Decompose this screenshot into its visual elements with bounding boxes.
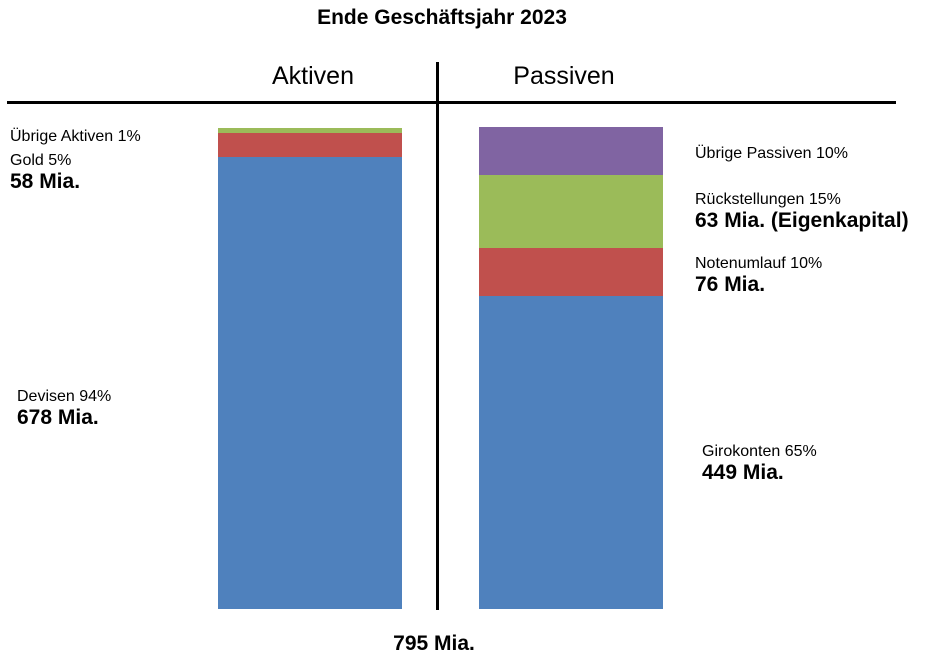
label-gold-amount: 58 Mia. <box>10 170 81 194</box>
bar-segment-rueckstellungen <box>479 175 663 248</box>
aktiven-header: Aktiven <box>272 62 354 90</box>
header-divider-line <box>7 101 896 104</box>
label-uebrige-aktiven: Übrige Aktiven 1% <box>10 128 141 146</box>
label-uebrige-passiven: Übrige Passiven 10% <box>695 145 848 163</box>
bar-segment-uebrige-passiven <box>479 127 663 176</box>
label-girokonten: Girokonten 65% 449 Mia. <box>702 443 817 486</box>
passiven-bar <box>479 127 663 609</box>
bar-segment-gold <box>218 132 402 157</box>
label-devisen-amount: 678 Mia. <box>17 406 99 430</box>
label-uebrige-passiven-text: Übrige Passiven 10% <box>695 145 848 162</box>
bar-segment-devisen <box>218 156 402 609</box>
center-divider-line <box>436 62 439 610</box>
label-rueckstellungen-amount: 63 Mia. (Eigenkapital) <box>695 209 909 233</box>
label-notenumlauf: Notenumlauf 10% 76 Mia. <box>695 255 822 298</box>
label-rueckstellungen: Rückstellungen 15% 63 Mia. (Eigenkapital… <box>695 191 909 234</box>
bar-segment-uebrige-aktiven <box>218 128 402 133</box>
label-girokonten-amount: 449 Mia. <box>702 461 784 485</box>
aktiven-bar <box>218 128 402 609</box>
label-girokonten-text: Girokonten 65% <box>702 443 817 460</box>
chart-title: Ende Geschäftsjahr 2023 <box>317 6 567 29</box>
label-devisen: Devisen 94% 678 Mia. <box>17 388 111 431</box>
label-notenumlauf-text: Notenumlauf 10% <box>695 255 823 272</box>
label-devisen-text: Devisen 94% <box>17 388 112 405</box>
label-uebrige-aktiven-text: Übrige Aktiven 1% <box>10 128 141 145</box>
label-rueckstellungen-text: Rückstellungen 15% <box>695 191 841 208</box>
passiven-header: Passiven <box>513 62 615 90</box>
total-amount: 795 Mia. <box>393 632 475 655</box>
label-gold: Gold 5% 58 Mia. <box>10 152 80 195</box>
label-notenumlauf-amount: 76 Mia. <box>695 273 766 297</box>
label-gold-text: Gold 5% <box>10 152 72 169</box>
bar-segment-notenumlauf <box>479 247 663 296</box>
bar-segment-girokonten <box>479 295 663 609</box>
